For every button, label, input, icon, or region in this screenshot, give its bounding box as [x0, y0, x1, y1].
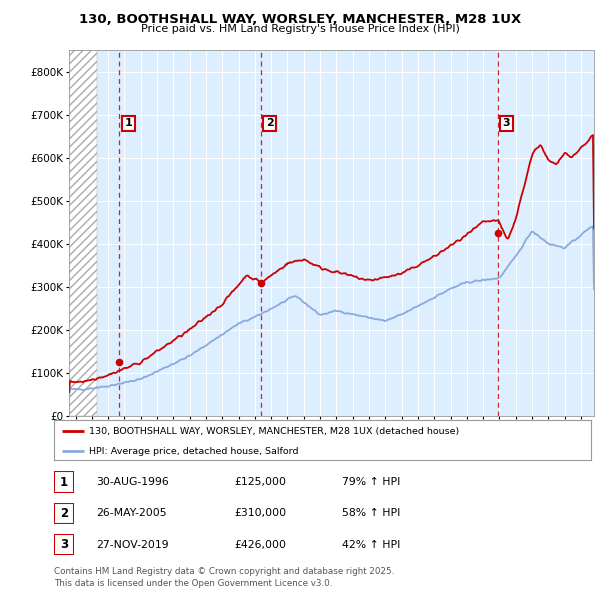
Text: 79% ↑ HPI: 79% ↑ HPI — [342, 477, 400, 487]
Text: 3: 3 — [502, 119, 510, 128]
Bar — [69, 50, 97, 416]
FancyBboxPatch shape — [54, 471, 74, 493]
Text: £310,000: £310,000 — [234, 509, 286, 518]
Text: 1: 1 — [125, 119, 133, 128]
Text: 130, BOOTHSHALL WAY, WORSLEY, MANCHESTER, M28 1UX (detached house): 130, BOOTHSHALL WAY, WORSLEY, MANCHESTER… — [89, 427, 459, 436]
Text: 26-MAY-2005: 26-MAY-2005 — [96, 509, 167, 518]
Text: 1: 1 — [60, 476, 68, 489]
Text: £426,000: £426,000 — [234, 540, 286, 549]
FancyBboxPatch shape — [54, 503, 74, 524]
Text: 2: 2 — [266, 119, 274, 128]
Bar — [69, 50, 97, 416]
FancyBboxPatch shape — [54, 534, 74, 555]
Text: Contains HM Land Registry data © Crown copyright and database right 2025.
This d: Contains HM Land Registry data © Crown c… — [54, 568, 394, 588]
Text: 58% ↑ HPI: 58% ↑ HPI — [342, 509, 400, 518]
Text: HPI: Average price, detached house, Salford: HPI: Average price, detached house, Salf… — [89, 447, 298, 456]
Text: 42% ↑ HPI: 42% ↑ HPI — [342, 540, 400, 549]
Text: 27-NOV-2019: 27-NOV-2019 — [96, 540, 169, 549]
Text: 130, BOOTHSHALL WAY, WORSLEY, MANCHESTER, M28 1UX: 130, BOOTHSHALL WAY, WORSLEY, MANCHESTER… — [79, 13, 521, 26]
Text: 30-AUG-1996: 30-AUG-1996 — [96, 477, 169, 487]
Text: 3: 3 — [60, 538, 68, 551]
Text: 2: 2 — [60, 507, 68, 520]
Text: Price paid vs. HM Land Registry's House Price Index (HPI): Price paid vs. HM Land Registry's House … — [140, 24, 460, 34]
Text: £125,000: £125,000 — [234, 477, 286, 487]
